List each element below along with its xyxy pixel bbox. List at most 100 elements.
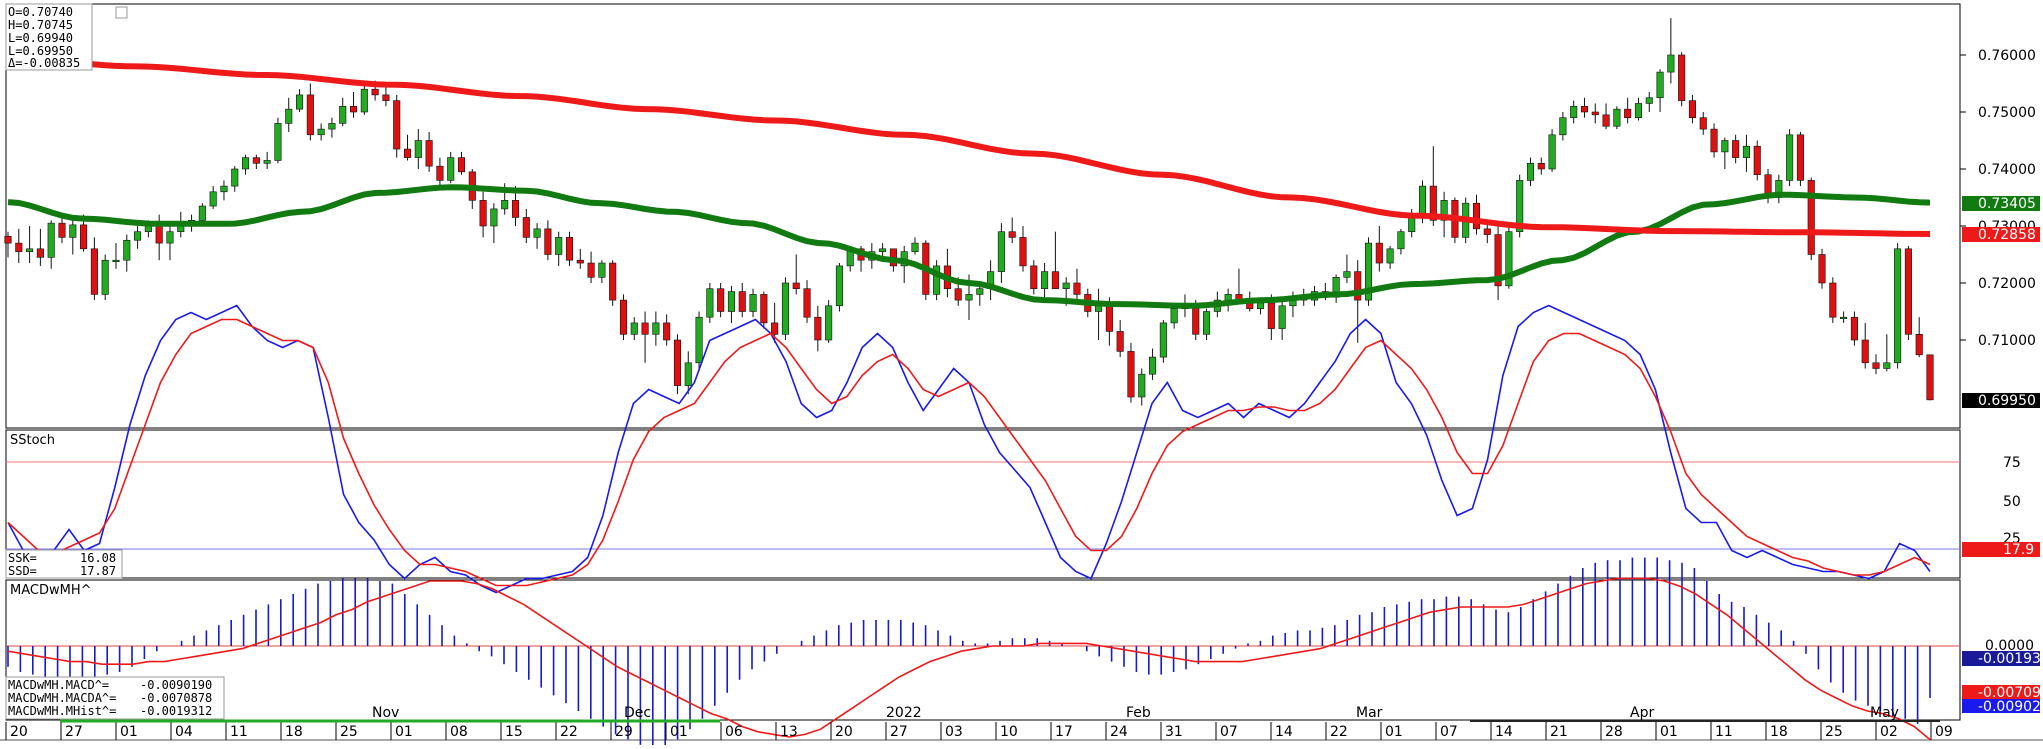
candle-body	[1505, 231, 1513, 287]
month-label: Dec	[624, 705, 651, 721]
candle-body	[1894, 248, 1902, 364]
candle-body	[1149, 356, 1157, 375]
candle-body	[1656, 71, 1664, 99]
candle-body	[1829, 282, 1837, 318]
small-toggle-box[interactable]	[115, 6, 128, 19]
candle-body	[1732, 140, 1740, 158]
stoch-axis: 75 50 25 17.9	[1962, 455, 2040, 558]
day-label: 04	[175, 724, 193, 740]
candle-body	[134, 231, 142, 241]
candle-body	[1699, 117, 1707, 130]
candle-body	[1364, 242, 1373, 301]
candle-body	[1742, 145, 1750, 158]
candle-body	[371, 88, 379, 96]
candle-body	[1818, 254, 1826, 284]
day-label: 17	[1055, 724, 1073, 740]
candle-body	[349, 106, 358, 113]
candle-body	[1472, 202, 1481, 230]
last-price-tag: 0.69950	[1962, 393, 2040, 409]
stoch-values-box: SSK= 16.08 SSD= 17.87	[5, 549, 123, 579]
candle-body	[47, 222, 55, 258]
candle-body	[209, 191, 217, 207]
ohlc-delta: Δ=-0.00835	[8, 56, 80, 70]
candle-body	[641, 322, 649, 335]
candle-body	[555, 237, 563, 255]
day-label: 24	[1110, 724, 1128, 740]
day-label: 01	[670, 724, 688, 740]
macd-signal-tag-bg	[1962, 685, 2040, 699]
candle-body	[652, 322, 660, 335]
candle-body	[1483, 228, 1491, 235]
candle-body	[144, 225, 152, 232]
candle-body	[1667, 54, 1675, 73]
candle-body	[360, 88, 368, 113]
candle-body	[792, 282, 800, 289]
day-label: 21	[1550, 724, 1568, 740]
long-ma-value-tag: 0.72858	[1962, 227, 2040, 243]
candle-body	[879, 248, 887, 252]
candle-body	[576, 259, 584, 264]
candle-body	[1645, 97, 1653, 104]
ohlc-info-box: O=0.70740 H=0.70745 L=0.69940 L=0.69950 …	[5, 3, 93, 71]
candle-body	[1537, 163, 1545, 170]
month-label: 2022	[886, 705, 922, 721]
candle-body	[1019, 237, 1027, 267]
stoch-d-label: SSD=	[8, 564, 37, 578]
x-axis-months: Nov Dec 2022 Feb Mar Apr May	[372, 705, 1899, 721]
candle-body	[1840, 316, 1848, 320]
candle-body	[155, 225, 163, 244]
stoch-d-value: 17.87	[80, 564, 116, 578]
candle-body	[101, 259, 109, 295]
candle-body	[1440, 200, 1448, 221]
stoch-panel-title: SStoch	[10, 433, 55, 448]
day-label: 18	[285, 724, 303, 740]
day-label: 15	[505, 724, 523, 740]
candle-body	[1397, 231, 1405, 250]
candle-body	[112, 259, 120, 263]
candle-body	[1343, 271, 1351, 278]
month-label: Nov	[372, 705, 399, 721]
candle-body	[36, 248, 44, 258]
candle-body	[1688, 100, 1696, 118]
candle-body	[781, 282, 789, 335]
last-price-tag-text: 0.69950	[1978, 393, 2036, 409]
day-label: 01	[395, 724, 413, 740]
candle-body	[414, 140, 422, 158]
day-label: 27	[890, 724, 908, 740]
candle-body	[1278, 305, 1286, 329]
stoch-k-label: SSK=	[8, 551, 37, 565]
candle-body	[717, 288, 725, 312]
stoch-panel-frame[interactable]	[5, 429, 1961, 579]
candle-body	[26, 248, 34, 252]
candle-body	[436, 165, 444, 181]
candle-body	[306, 94, 314, 136]
day-label: 09	[1935, 724, 1953, 740]
candle-body	[1915, 333, 1923, 356]
macd-row-value: -0.0090190	[140, 678, 212, 692]
price-tick-label: 0.75000	[1978, 105, 2036, 121]
candle-body	[1127, 351, 1135, 398]
long-moving-average-line	[7, 55, 1931, 237]
candle-body	[673, 339, 682, 386]
candle-body	[706, 288, 714, 318]
day-label: 03	[945, 724, 963, 740]
candle-body	[403, 148, 412, 158]
day-label: 18	[1770, 724, 1788, 740]
candle-body	[1624, 108, 1632, 119]
candle-body	[15, 242, 23, 252]
candle-body	[1170, 308, 1178, 324]
price-panel-frame[interactable]	[5, 3, 1961, 429]
candle-body	[285, 108, 293, 124]
candle-body	[1030, 265, 1038, 289]
candle-body	[339, 106, 347, 124]
candle-body	[274, 123, 282, 161]
candle-body	[1494, 234, 1502, 287]
candle-body	[619, 299, 628, 335]
macd-panel-frame[interactable]	[5, 579, 1961, 721]
candle-body	[1073, 282, 1081, 295]
macd-values-bg	[5, 676, 225, 720]
candle-body	[1678, 54, 1686, 101]
day-label: 20	[835, 724, 853, 740]
candle-body	[1418, 185, 1427, 215]
